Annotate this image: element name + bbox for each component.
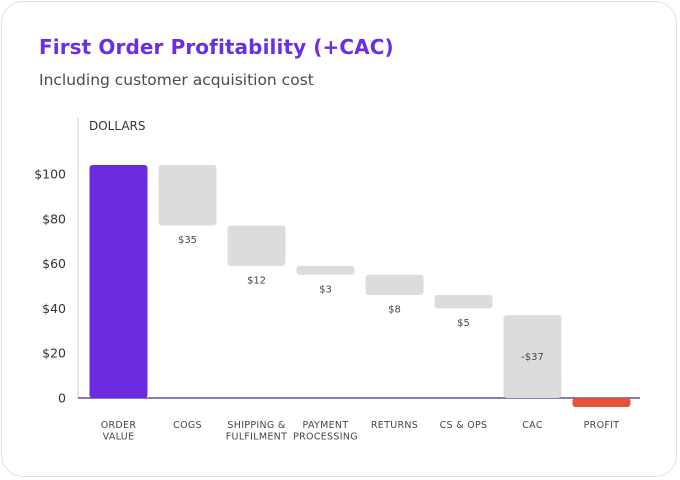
category-label: ORDER [101, 420, 137, 431]
bar [572, 398, 631, 407]
chart-subtitle: Including customer acquisition cost [39, 71, 314, 89]
y-axis-label: DOLLARS [89, 119, 146, 133]
y-tick-label: $40 [42, 301, 66, 316]
category-label: PAYMENT [303, 420, 349, 431]
data-label: $5 [457, 318, 470, 329]
category-label: FULFILMENT [226, 432, 287, 443]
data-label: -$37 [521, 352, 544, 363]
category-label: RETURNS [371, 420, 418, 431]
y-tick-label: $20 [42, 346, 66, 361]
category-label: PROFIT [584, 420, 620, 431]
data-label: $8 [388, 304, 401, 315]
bar [89, 165, 148, 398]
chart-title: First Order Profitability (+CAC) [39, 35, 394, 59]
category-label: CS & OPS [440, 420, 488, 431]
bar [296, 265, 355, 275]
data-label: $12 [247, 275, 266, 286]
category-label: SHIPPING & [227, 420, 285, 431]
bar [434, 294, 493, 309]
y-tick-label: $80 [42, 211, 66, 226]
category-label: VALUE [103, 432, 135, 443]
bar [227, 225, 286, 266]
category-label: PROCESSING [293, 432, 358, 443]
y-tick-label: $60 [42, 256, 66, 271]
y-tick-label: $100 [34, 167, 66, 182]
category-label: CAC [522, 420, 543, 431]
bar [503, 315, 562, 398]
y-tick-label: 0 [58, 391, 66, 406]
data-label: $3 [319, 284, 332, 295]
category-label: COGS [173, 420, 202, 431]
bar [365, 274, 424, 295]
data-label: $35 [178, 235, 197, 246]
bar [158, 165, 217, 226]
